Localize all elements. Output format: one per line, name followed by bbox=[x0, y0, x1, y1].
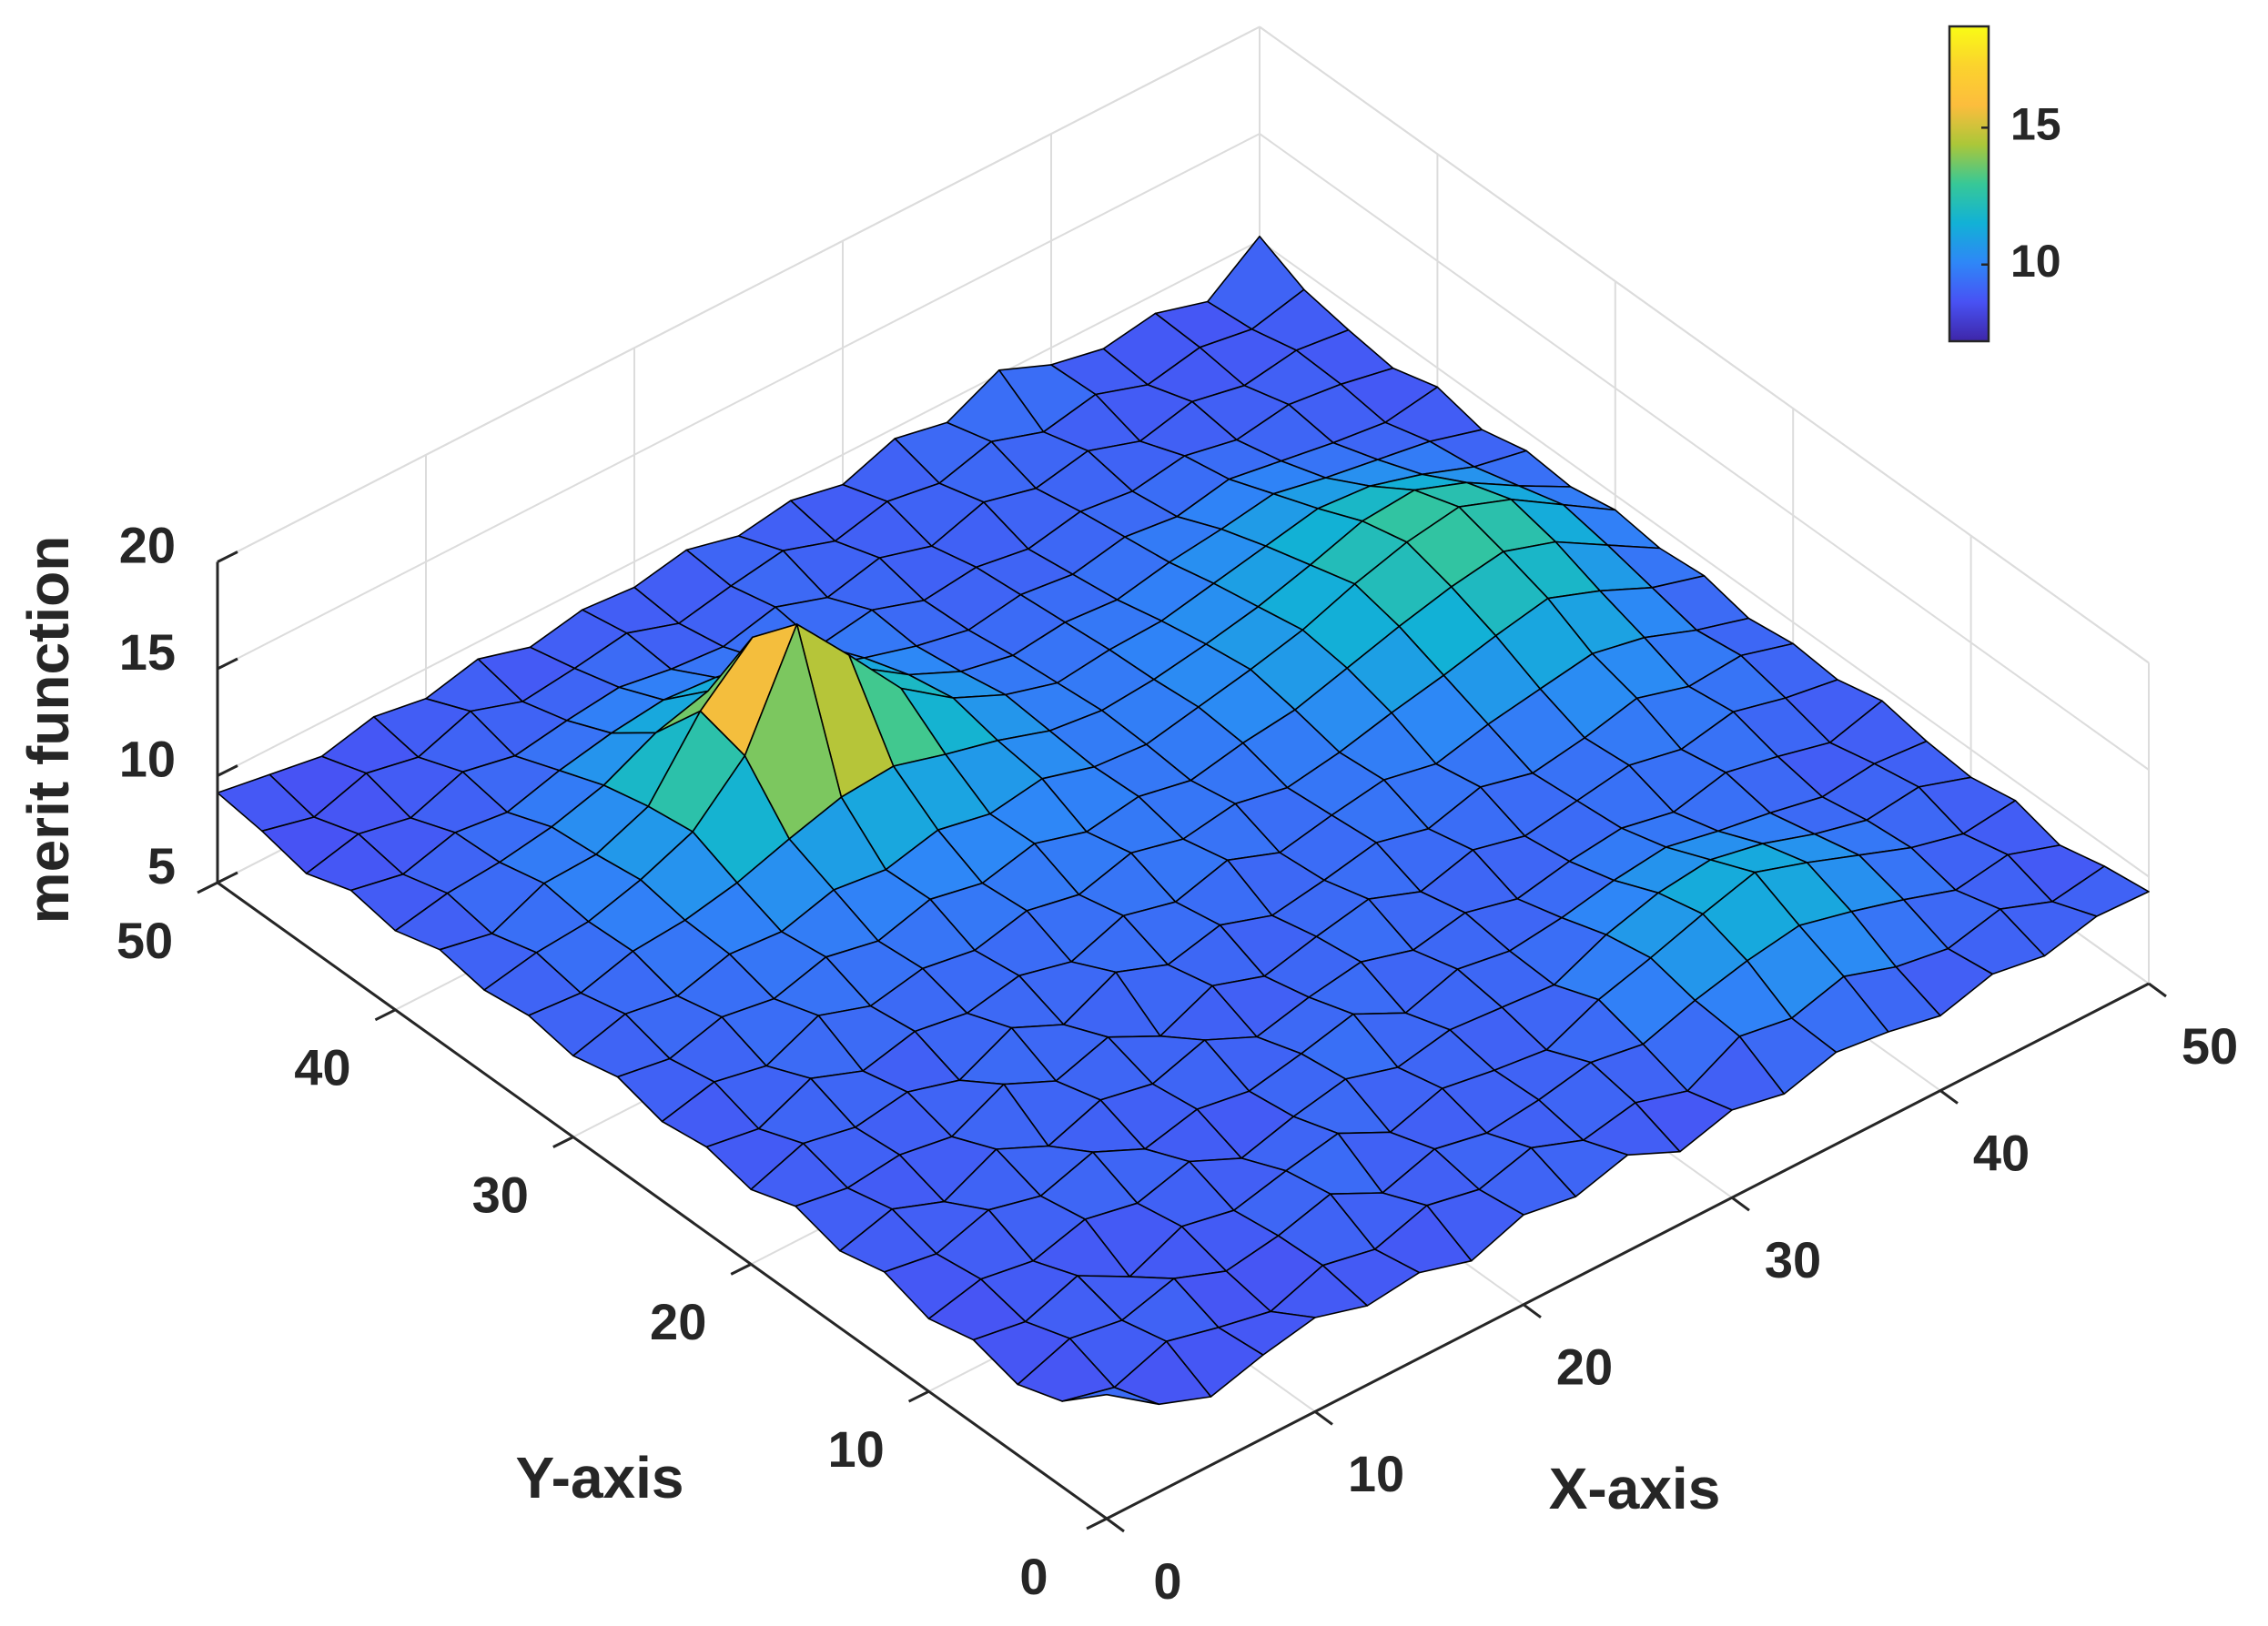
colorbar: 10 15 bbox=[1948, 25, 2061, 343]
z-tick-label: 15 bbox=[119, 623, 176, 681]
z-axis-label: merit function bbox=[15, 536, 81, 924]
y-tick-label: 20 bbox=[650, 1293, 706, 1350]
x-tick bbox=[1314, 1410, 1333, 1426]
z-tick bbox=[217, 764, 238, 777]
surface-face bbox=[1061, 1386, 1160, 1406]
z-tick bbox=[217, 657, 238, 671]
x-tick bbox=[1106, 1517, 1125, 1533]
y-tick-label: 40 bbox=[294, 1039, 350, 1096]
grid-line bbox=[1259, 239, 2150, 878]
colorbar-tick-label: 15 bbox=[2010, 99, 2061, 150]
y-axis-line bbox=[217, 881, 1108, 1520]
y-tick bbox=[374, 1008, 397, 1022]
y-tick bbox=[1086, 1517, 1108, 1530]
z-tick-label: 20 bbox=[119, 516, 176, 573]
surface bbox=[217, 235, 2150, 1406]
grid-line bbox=[217, 239, 1261, 777]
y-tick bbox=[552, 1136, 574, 1148]
z-tick-label: 5 bbox=[147, 837, 176, 894]
y-tick bbox=[730, 1263, 752, 1276]
axes: 0 10 20 30 40 50 0 10 20 30 40 50 5 10 15 20 bbox=[116, 516, 2238, 1610]
colorbar-tick-label: 10 bbox=[2010, 236, 2061, 287]
z-tick bbox=[217, 550, 238, 563]
x-tick bbox=[1731, 1196, 1750, 1212]
grid-line bbox=[1259, 133, 2150, 771]
z-tick bbox=[217, 871, 238, 884]
x-axis-line bbox=[1106, 982, 2150, 1520]
colorbar-scale bbox=[1948, 25, 1990, 343]
x-tick-label: 40 bbox=[1973, 1124, 2030, 1181]
y-axis-label: Y-axis bbox=[515, 1445, 683, 1510]
y-tick-label: 10 bbox=[827, 1420, 884, 1478]
y-tick-label: 50 bbox=[116, 912, 173, 969]
x-tick-label: 50 bbox=[2182, 1017, 2238, 1075]
x-tick bbox=[2148, 982, 2167, 998]
box-edge bbox=[1259, 25, 2150, 664]
x-tick-label: 30 bbox=[1765, 1231, 1821, 1288]
y-tick bbox=[907, 1389, 930, 1403]
grid-line bbox=[217, 133, 1261, 670]
y-tick bbox=[197, 881, 218, 894]
x-axis-label: X-axis bbox=[1549, 1456, 1721, 1521]
x-tick bbox=[1523, 1303, 1542, 1319]
x-tick-label: 20 bbox=[1556, 1338, 1613, 1396]
y-tick-label: 30 bbox=[472, 1166, 529, 1223]
x-tick-label: 0 bbox=[1153, 1552, 1181, 1610]
z-tick-label: 10 bbox=[119, 730, 176, 787]
y-tick-label: 0 bbox=[1019, 1548, 1048, 1605]
box-edge bbox=[217, 25, 1261, 563]
x-tick-label: 10 bbox=[1348, 1445, 1404, 1502]
x-tick bbox=[1939, 1089, 1959, 1105]
